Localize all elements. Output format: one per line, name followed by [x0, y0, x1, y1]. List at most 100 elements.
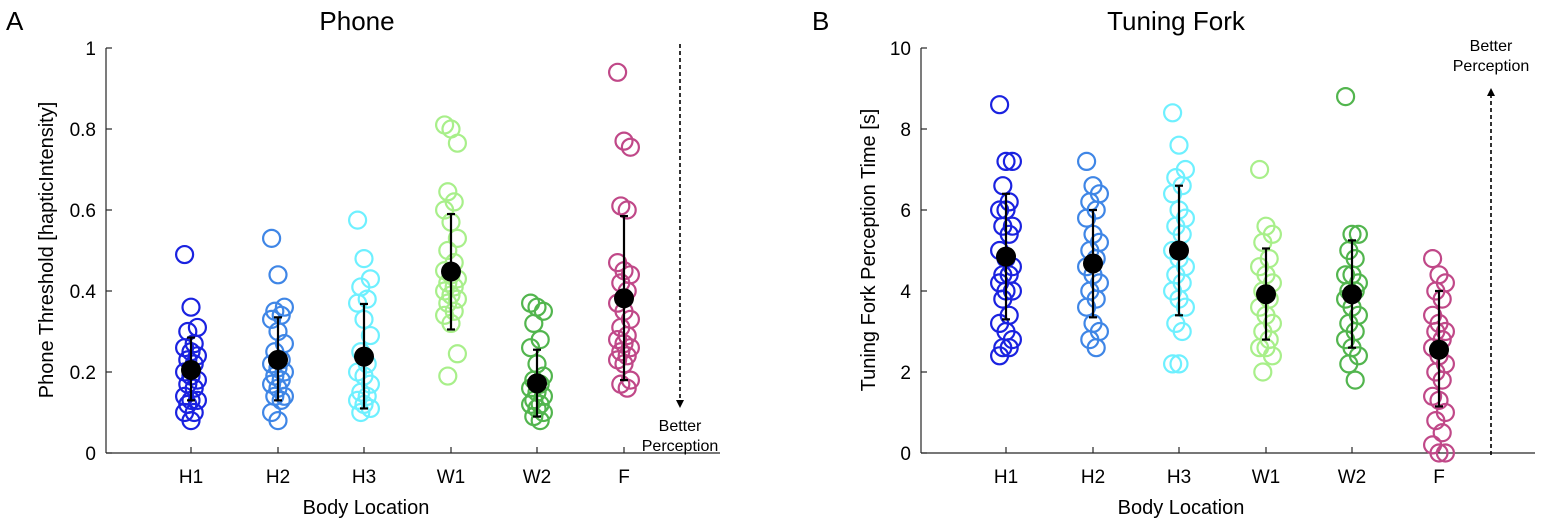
panel-a-point-h1: [184, 334, 204, 354]
panel-a-y-tick-label: 0.6: [70, 201, 96, 222]
panel-a-annotation-line2: Perception: [642, 438, 719, 455]
panel-b-point-h1: [993, 176, 1013, 196]
panel-a-point-w1: [447, 289, 467, 309]
panel-b-point-w1: [1253, 362, 1273, 382]
panel-a-point-h3: [354, 249, 374, 269]
panel-a-point-w2: [533, 301, 554, 321]
panel-a-y-tick-label: 0.4: [70, 282, 97, 303]
panel-a-point-h2: [262, 309, 282, 329]
panel-b-mean-f: [1429, 289, 1449, 408]
panel-b-point-h3: [1169, 135, 1189, 155]
panel-b-point-h2: [1076, 208, 1097, 228]
panel-a-point-w2: [530, 411, 550, 431]
panel-b-point-f: [1432, 423, 1452, 443]
panel-b-point-f: [1429, 443, 1449, 463]
panel-b-point-w2: [1339, 354, 1359, 374]
panel-a-y-axis-label: Phone Threshold [hapticIntensity]: [36, 102, 58, 398]
panel-b-point-h1: [989, 95, 1010, 115]
panel-a-mean-marker-w2: [527, 373, 547, 394]
panel-a-annotation: Better Perception: [642, 44, 719, 455]
panel-a-point-h1: [187, 317, 207, 338]
panel-a-series-w1: [435, 115, 467, 386]
panel-a-point-f: [620, 137, 641, 157]
panel-a-point-h2: [268, 411, 288, 431]
panel-b-point-h3: [1172, 321, 1192, 342]
panel-a-point-w1: [447, 344, 467, 364]
panel-b-point-w1: [1253, 232, 1273, 252]
panel-b-point-h3: [1169, 354, 1189, 374]
panel-b-series-w2: [1335, 86, 1369, 390]
panel-b-mean-marker-h3: [1169, 240, 1189, 261]
panel-b-x-tick-label-w1: W1: [1252, 467, 1281, 488]
panel-a-x-tick-label-h1: H1: [179, 467, 203, 488]
panel-a-point-f: [617, 346, 637, 366]
panel-b-point-w2: [1335, 86, 1356, 107]
panel-a-point-f: [607, 62, 628, 82]
panel-a-mean-f: [614, 214, 634, 382]
panel-b-point-f: [1422, 249, 1443, 269]
panel-b-point-f: [1435, 321, 1456, 342]
panel-a-point-h3: [348, 210, 368, 230]
panel-b-letter: B: [812, 6, 829, 36]
panel-a-mean-h3: [354, 302, 374, 410]
panel-b-mean-w1: [1256, 247, 1276, 341]
panel-a-point-h1: [181, 297, 201, 317]
panel-b-mean-w2: [1342, 239, 1362, 349]
panel-a-point-f: [617, 325, 637, 346]
panel-b-point-h3: [1162, 354, 1183, 374]
panel-b-y-tick-label: 10: [890, 39, 911, 60]
panel-b-point-h1: [993, 338, 1013, 358]
panel-a-y-tick-label: 0.2: [70, 363, 96, 384]
panel-a-point-w1: [447, 133, 467, 153]
panel-b-point-h1: [996, 151, 1016, 171]
panel-b-point-h1: [1002, 151, 1023, 171]
panel-b-mean-marker-h1: [996, 246, 1016, 267]
panel-b-series-h3: [1162, 103, 1196, 374]
panel-a-point-w2: [520, 338, 541, 358]
panel-a-x-tick-label-h3: H3: [352, 467, 376, 488]
panel-a: A Phone Body Location Phone Threshold [h…: [6, 6, 720, 519]
panel-b-x-tick-label-w2: W2: [1338, 467, 1367, 488]
panel-a-point-h3: [351, 402, 371, 423]
panel-b-point-f: [1435, 443, 1456, 463]
panel-a-series-h1: [175, 244, 207, 431]
panel-b-point-h3: [1162, 184, 1183, 204]
panel-a-point-h3: [360, 325, 380, 346]
panel-a-point-h2: [271, 390, 291, 410]
panel-a-point-w1: [438, 366, 458, 386]
panel-b-point-w2: [1345, 370, 1365, 390]
panel-a-x-axis-label: Body Location: [303, 497, 430, 519]
panel-b-series-w1: [1249, 159, 1283, 382]
panel-b-y-tick-label: 8: [900, 120, 911, 141]
panel-a-point-w1: [447, 228, 467, 248]
panel-a-point-f: [614, 131, 634, 151]
panel-a-mean-marker-w1: [441, 261, 461, 282]
panel-a-point-h1: [175, 244, 195, 265]
panel-b-series-h2: [1076, 151, 1110, 358]
panel-a-point-w1: [444, 301, 464, 321]
panel-a-point-h2: [268, 265, 288, 285]
panel-a-point-w2: [533, 402, 554, 423]
panel-b-point-w1: [1262, 346, 1283, 366]
panel-b-point-h1: [1002, 216, 1023, 236]
panel-b-point-w1: [1249, 159, 1270, 180]
panel-a-point-h2: [274, 297, 294, 317]
panel-b-x-axis-label: Body Location: [1118, 497, 1245, 519]
panel-b-annotation: Better Perception: [1453, 38, 1529, 455]
panel-a-mean-w1: [441, 212, 461, 331]
panel-a-x-tick-label-f: F: [618, 467, 630, 488]
panel-b-y-tick-label: 6: [900, 201, 911, 222]
panel-a-y-tick-label: 1: [85, 39, 96, 60]
panel-a-mean-w2: [527, 348, 547, 418]
panel-a-series-f: [607, 62, 641, 398]
panel-b-y-tick-label: 0: [900, 444, 911, 465]
panel-a-point-h3: [357, 386, 377, 406]
panel-a-x-tick-label-w2: W2: [523, 467, 552, 488]
panel-b-point-h2: [1086, 338, 1106, 358]
panel-b-title: Tuning Fork: [1107, 6, 1246, 36]
panel-b-y-axis-label: Tuning Fork Perception Time [s]: [858, 109, 880, 392]
panel-b-mean-h2: [1083, 208, 1103, 319]
panel-a-mean-marker-h3: [354, 346, 374, 367]
panel-a-mean-h1: [181, 336, 201, 402]
